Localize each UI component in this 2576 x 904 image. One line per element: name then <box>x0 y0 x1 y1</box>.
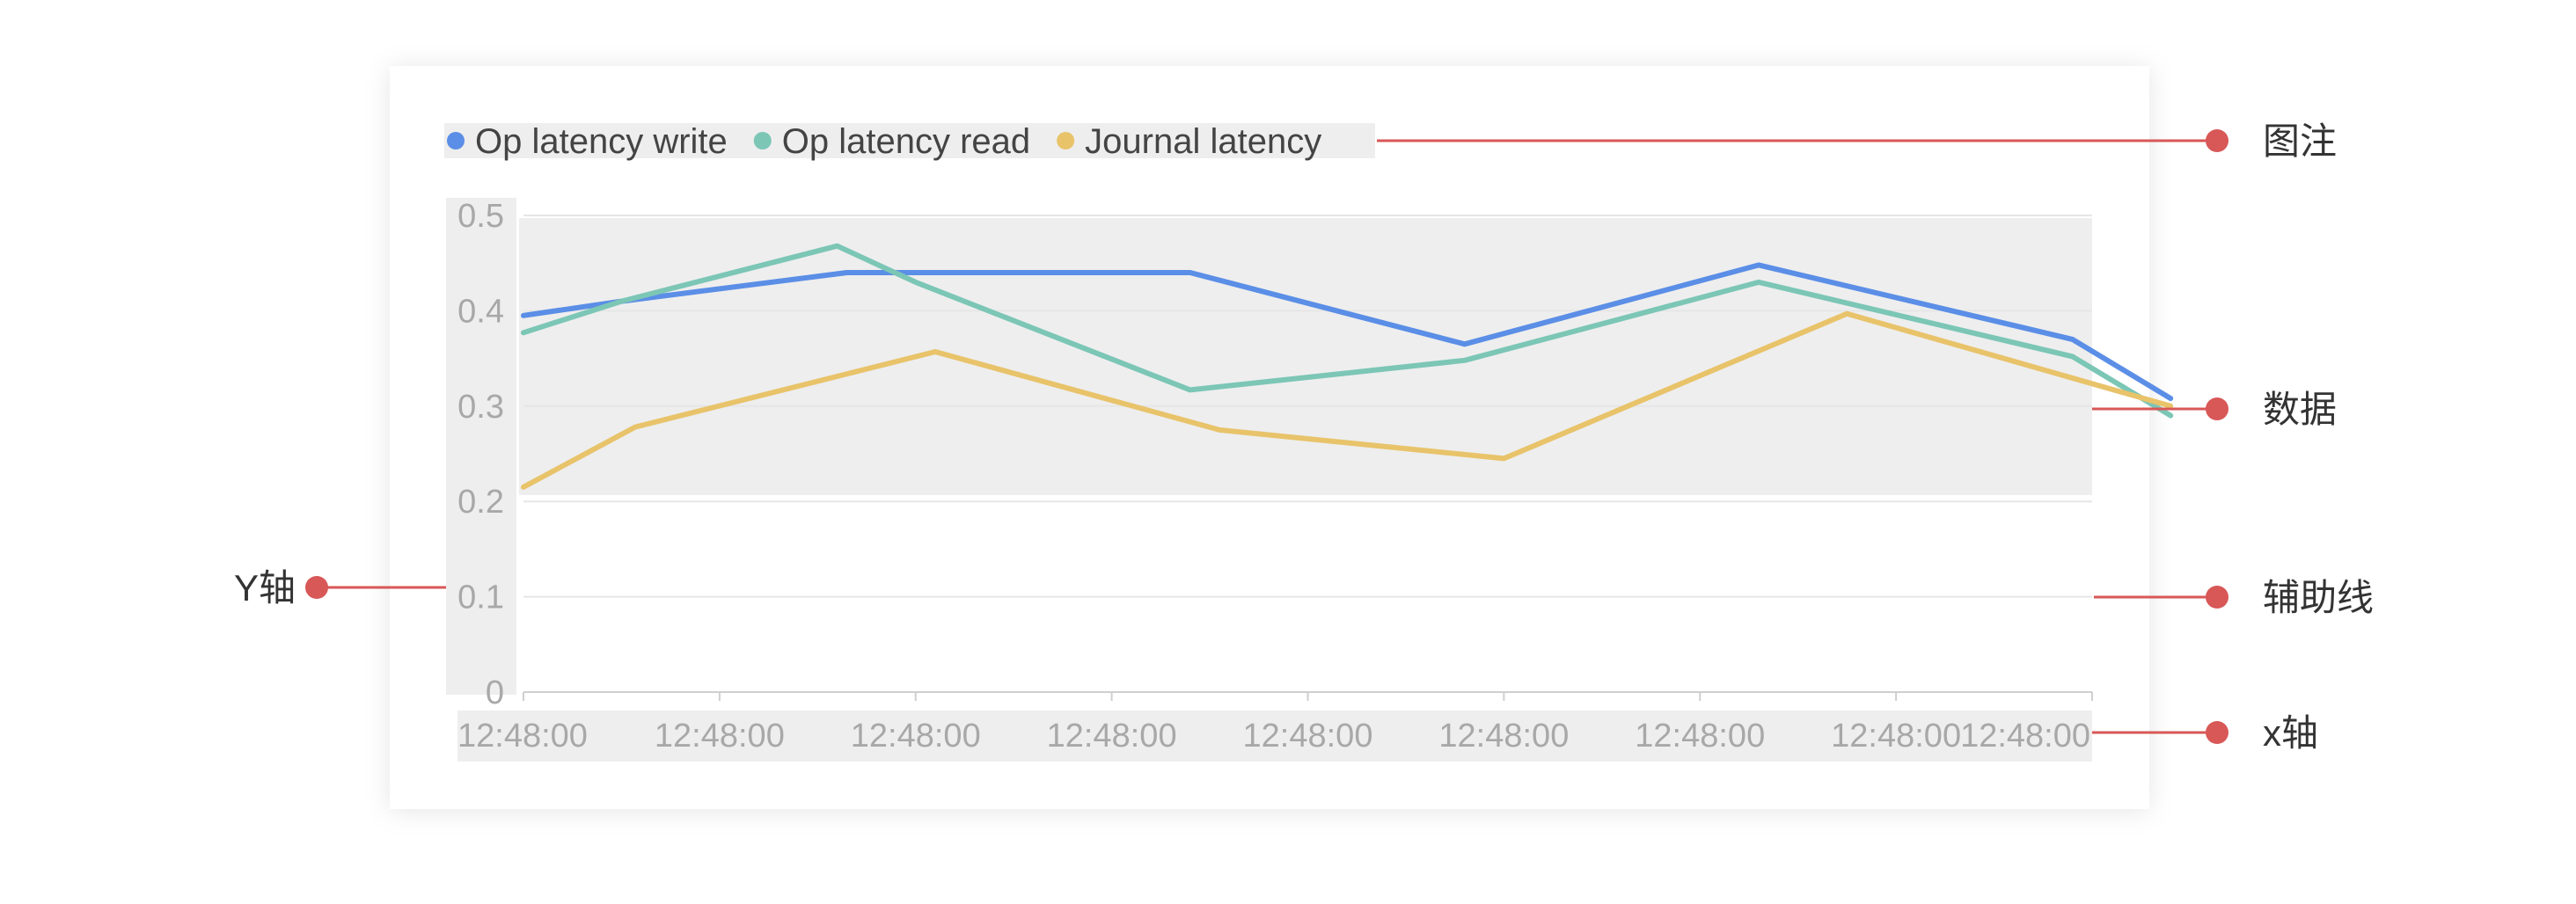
x-tick-label: 12:48:00 <box>1438 718 1569 755</box>
y-tick-label: 0.5 <box>457 198 504 235</box>
y-axis: 0 0.1 0.2 0.3 0.4 0.5 <box>457 198 504 711</box>
callout-gridline: 辅助线 <box>2094 577 2374 618</box>
y-tick-label: 0.2 <box>457 484 504 521</box>
series-lines <box>521 243 2174 490</box>
x-tick-label: 12:48:00 <box>655 718 785 755</box>
x-tick-label: 12:48:00 <box>1635 718 1765 755</box>
x-tick-label: 12:48:00 <box>1960 718 2090 755</box>
callout-y-axis: Y轴 <box>234 567 446 609</box>
callout-dot <box>305 576 328 599</box>
callout-label-data: 数据 <box>2263 389 2337 430</box>
gridlines <box>523 215 2092 598</box>
x-tick-label: 12:48:00 <box>1243 718 1373 755</box>
legend-highlight <box>444 123 1375 158</box>
y-tick-label: 0.3 <box>457 389 504 426</box>
legend-marker <box>447 132 465 149</box>
series-line <box>521 262 2174 402</box>
y-axis-highlight <box>446 198 516 695</box>
callout-label-legend: 图注 <box>2263 120 2337 162</box>
legend-marker <box>753 132 772 149</box>
callout-data: 数据 <box>2092 389 2337 430</box>
series-line <box>521 310 2174 490</box>
data-highlight <box>519 218 2092 495</box>
series-line <box>521 243 2174 419</box>
y-tick-label: 0.1 <box>457 580 504 616</box>
callout-label-gridline: 辅助线 <box>2263 577 2374 618</box>
callout-dot <box>2206 129 2228 152</box>
legend-marker <box>1057 132 1075 149</box>
x-tick-label: 12:48:00 <box>1831 718 1961 755</box>
legend-label: Op latency read <box>782 122 1030 161</box>
callout-label-y-axis: Y轴 <box>234 567 296 609</box>
callout-dot <box>2206 721 2228 744</box>
callout-legend: 图注 <box>1377 120 2337 162</box>
legend-label: Journal latency <box>1085 122 1321 161</box>
x-axis-highlight <box>457 711 2092 762</box>
callout-label-x-axis: x轴 <box>2263 712 2318 754</box>
x-tick-label: 12:48:00 <box>457 718 588 755</box>
x-tick-label: 12:48:00 <box>851 718 981 755</box>
callout-dot <box>2206 586 2228 609</box>
callout-x-axis: x轴 <box>2092 712 2318 754</box>
x-axis: 12:48:00 12:48:00 12:48:00 12:48:00 12:48:00… <box>457 691 2093 755</box>
legend-label: Op latency write <box>475 122 728 161</box>
y-tick-label: 0.4 <box>457 293 504 330</box>
callout-dot <box>2206 397 2228 420</box>
legend: Op latency write Op latency read Journal l… <box>447 122 1321 161</box>
y-tick-label: 0 <box>486 674 504 711</box>
x-tick-label: 12:48:00 <box>1047 718 1177 755</box>
